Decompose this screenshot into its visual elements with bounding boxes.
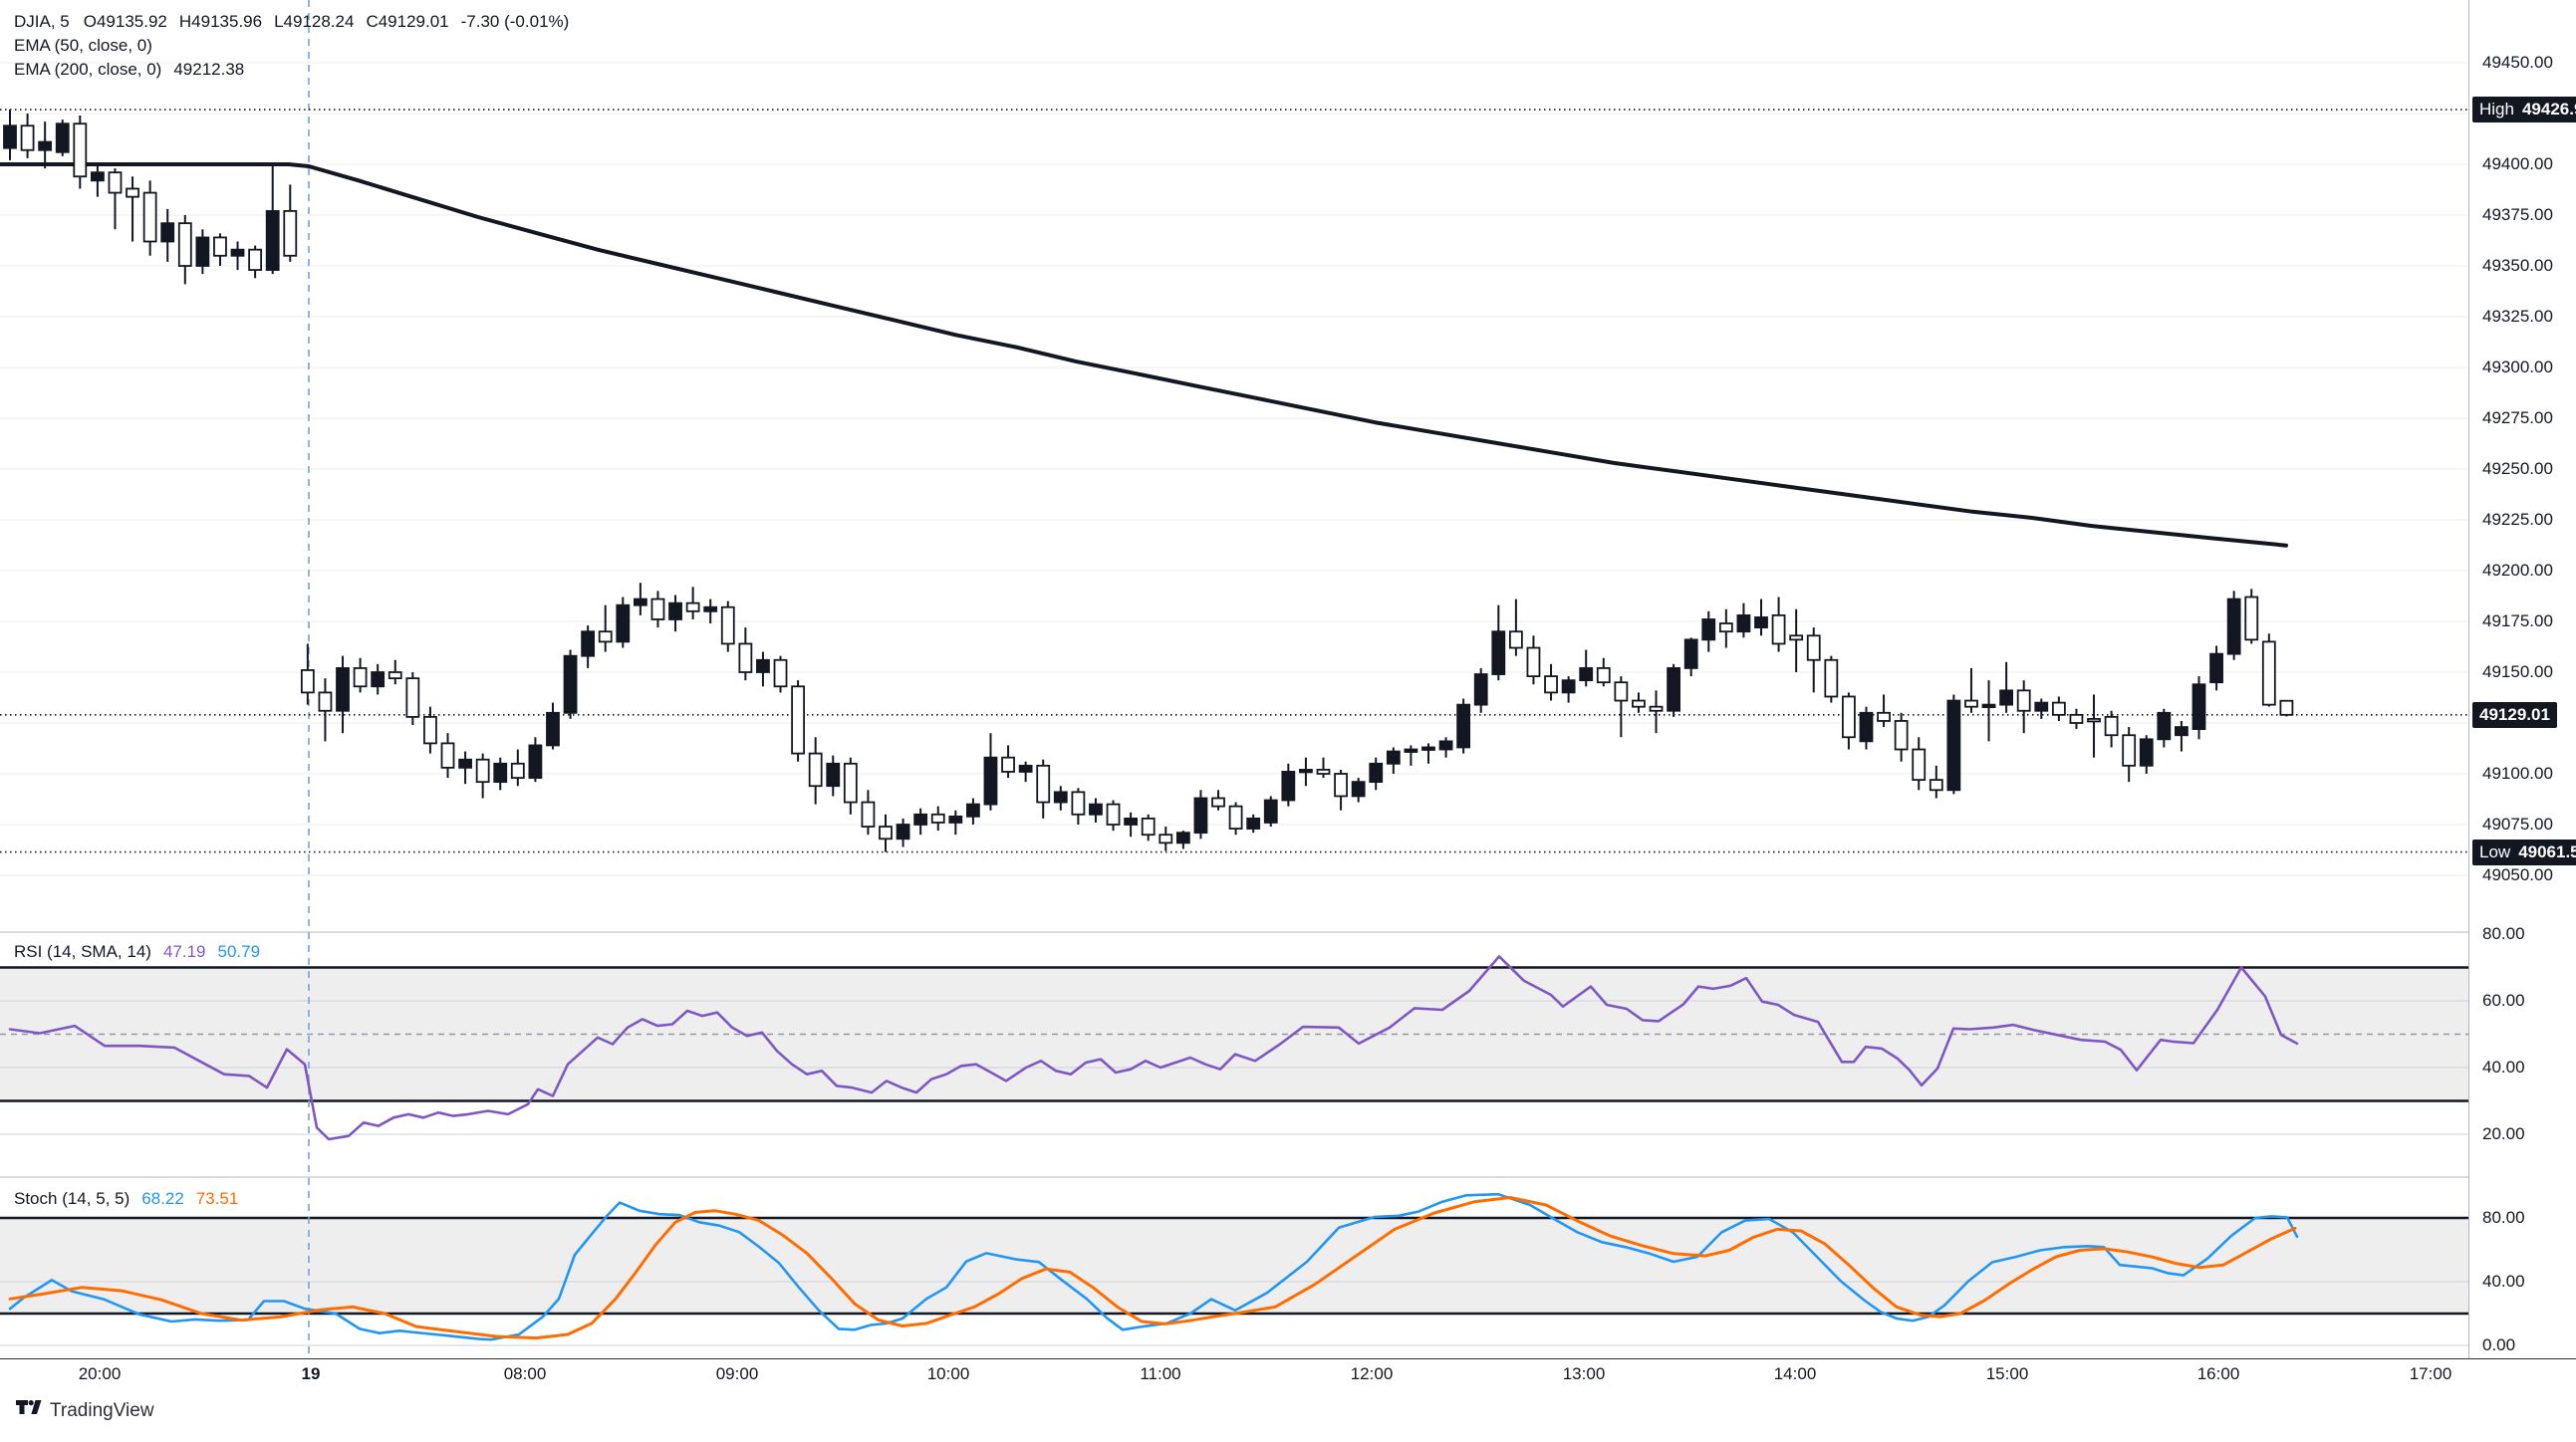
stoch-k-value: 68.22 bbox=[141, 1189, 184, 1208]
time-tick: 19 bbox=[301, 1364, 321, 1383]
symbol-legend-row[interactable]: DJIA, 5 O49135.92 H49135.96 L49128.24 C4… bbox=[14, 10, 569, 34]
price-tick: 49050.00 bbox=[2482, 865, 2553, 884]
symbol-title: DJIA, 5 bbox=[14, 12, 70, 31]
price-tick: 49300.00 bbox=[2482, 358, 2553, 376]
stoch-legend-row[interactable]: Stoch (14, 5, 5) 68.22 73.51 bbox=[14, 1187, 238, 1211]
price-tick: 49350.00 bbox=[2482, 256, 2553, 275]
price-tick: 49075.00 bbox=[2482, 815, 2553, 834]
time-tick: 11:00 bbox=[1140, 1364, 1181, 1383]
price-tick: 49200.00 bbox=[2482, 561, 2553, 580]
ema200-legend-row[interactable]: EMA (200, close, 0) 49212.38 bbox=[14, 58, 244, 82]
rsi-tick: 40.00 bbox=[2482, 1058, 2525, 1077]
time-tick: 17:00 bbox=[2409, 1364, 2452, 1383]
time-axis[interactable] bbox=[0, 1358, 2576, 1393]
time-tick: 08:00 bbox=[503, 1364, 547, 1383]
price-axis[interactable] bbox=[2468, 0, 2576, 1358]
price-tick: 49150.00 bbox=[2482, 662, 2553, 681]
price-tick: 49175.00 bbox=[2482, 611, 2553, 630]
time-tick: 13:00 bbox=[1562, 1364, 1606, 1383]
ohlc-open: O49135.92 bbox=[83, 12, 167, 31]
high-badge-value: 49426.93 bbox=[2521, 100, 2576, 120]
rsi-value: 47.19 bbox=[162, 942, 206, 961]
stoch-tick: 0.00 bbox=[2482, 1335, 2516, 1354]
ema200-label: EMA (200, close, 0) bbox=[14, 60, 162, 79]
time-tick: 09:00 bbox=[715, 1364, 759, 1383]
time-tick: 14:00 bbox=[1773, 1364, 1817, 1383]
rsi-sma-value: 50.79 bbox=[217, 942, 261, 961]
stoch-tick: 80.00 bbox=[2482, 1208, 2525, 1227]
ohlc-low: L49128.24 bbox=[274, 12, 355, 31]
time-tick: 15:00 bbox=[1985, 1364, 2029, 1383]
tradingview-logo-icon bbox=[16, 1400, 42, 1414]
ema50-label: EMA (50, close, 0) bbox=[14, 36, 152, 55]
low-badge-value: 49061.50 bbox=[2518, 841, 2576, 861]
time-tick: 20:00 bbox=[78, 1364, 122, 1383]
ohlc-high: H49135.96 bbox=[178, 12, 263, 31]
ema50-legend-row[interactable]: EMA (50, close, 0) bbox=[14, 34, 152, 58]
tradingview-logo-text: TradingView bbox=[50, 1400, 154, 1421]
time-tick: 16:00 bbox=[2196, 1364, 2240, 1383]
stoch-d-value: 73.51 bbox=[195, 1189, 239, 1208]
rsi-tick: 60.00 bbox=[2482, 991, 2525, 1010]
stoch-label: Stoch (14, 5, 5) bbox=[14, 1189, 130, 1208]
low-price-badge: Low 49061.50 bbox=[2472, 839, 2576, 865]
time-tick: 12:00 bbox=[1350, 1364, 1394, 1383]
price-tick: 49100.00 bbox=[2482, 764, 2553, 783]
ema200-value: 49212.38 bbox=[173, 60, 245, 79]
high-price-badge: High 49426.93 bbox=[2472, 97, 2576, 123]
tradingview-branding[interactable]: TradingView bbox=[16, 1400, 154, 1422]
ohlc-close: C49129.01 bbox=[366, 12, 449, 31]
rsi-label: RSI (14, SMA, 14) bbox=[14, 942, 151, 961]
high-badge-word: High bbox=[2479, 100, 2514, 120]
change-value: -7.30 (-0.01%) bbox=[460, 12, 570, 31]
rsi-legend-row[interactable]: RSI (14, SMA, 14) 47.19 50.79 bbox=[14, 940, 260, 964]
price-tick: 49400.00 bbox=[2482, 154, 2553, 173]
price-tick: 49325.00 bbox=[2482, 307, 2553, 326]
time-tick: 10:00 bbox=[926, 1364, 970, 1383]
price-tick: 49250.00 bbox=[2482, 459, 2553, 478]
rsi-tick: 20.00 bbox=[2482, 1124, 2525, 1143]
rsi-tick: 80.00 bbox=[2482, 924, 2525, 943]
low-badge-word: Low bbox=[2479, 841, 2511, 861]
last-price-value: 49129.01 bbox=[2479, 704, 2550, 724]
price-tick: 49375.00 bbox=[2482, 205, 2553, 224]
price-tick: 49275.00 bbox=[2482, 408, 2553, 427]
price-tick: 49450.00 bbox=[2482, 53, 2553, 72]
price-tick: 49225.00 bbox=[2482, 510, 2553, 529]
last-price-badge: 49129.01 bbox=[2472, 701, 2557, 728]
stoch-tick: 40.00 bbox=[2482, 1272, 2525, 1291]
